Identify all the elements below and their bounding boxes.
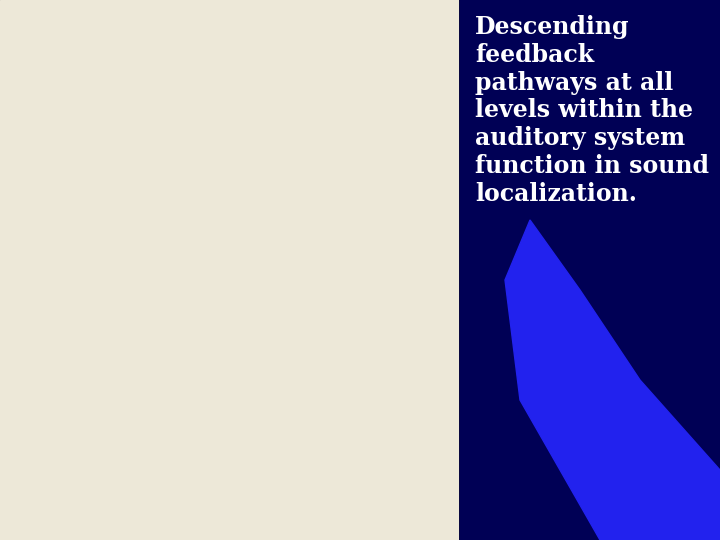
Polygon shape [505,220,720,540]
Bar [460,0,720,540]
Text: Descending
feedback
pathways at all
levels within the
auditory system
function i: Descending feedback pathways at all leve… [475,15,709,206]
